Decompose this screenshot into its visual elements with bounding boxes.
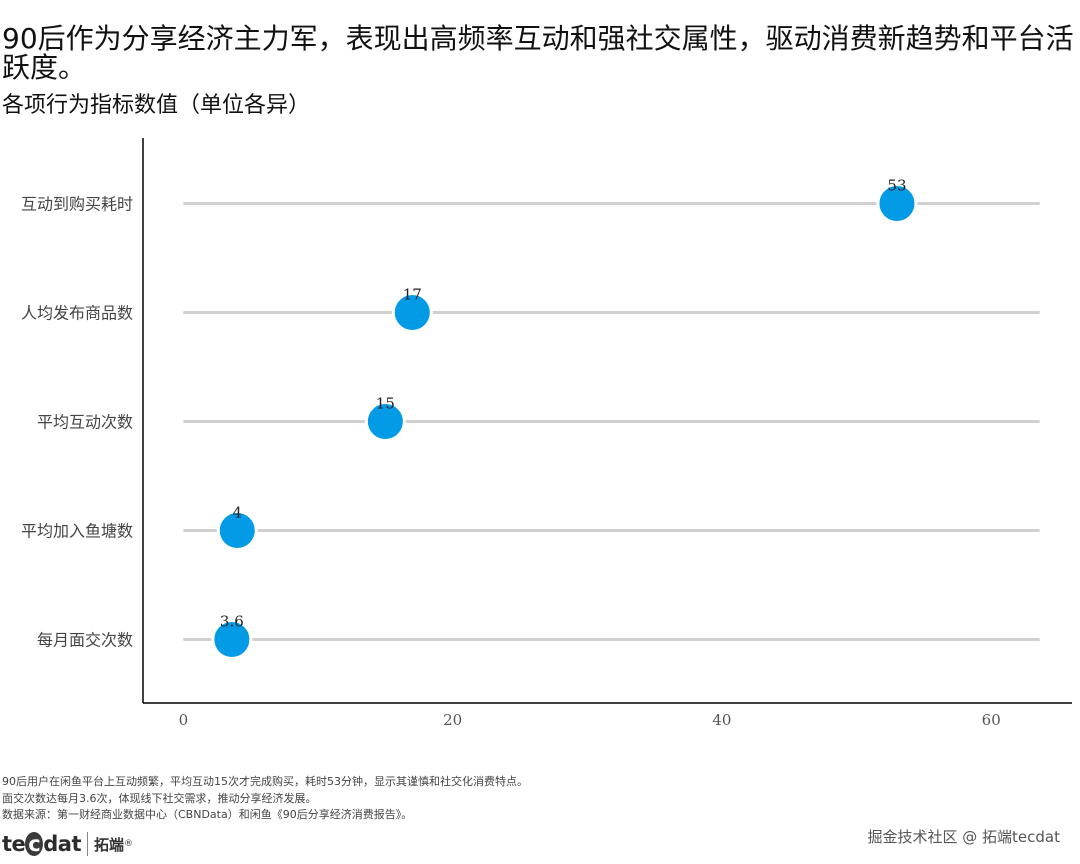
- points-layer: [211, 183, 918, 660]
- registered-mark: ®: [124, 839, 133, 849]
- footnote-line: 数据来源：第一财经商业数据中心（CBNData）和闲鱼《90后分享经济消费报告》…: [2, 808, 413, 821]
- brand-logo: te c dat 拓端 ®: [2, 828, 133, 860]
- x-tick-label: 40: [712, 711, 731, 729]
- logo-chinese-name: 拓端: [93, 835, 124, 854]
- y-tick-label: 每月面交次数: [37, 631, 133, 650]
- footnote-line: 90后用户在闲鱼平台上互动频繁，平均互动15次才完成购买，耗时53分钟，显示其谨…: [2, 775, 528, 788]
- data-point: [216, 510, 258, 551]
- x-tick-label: 60: [982, 711, 1001, 729]
- data-point: [364, 401, 406, 442]
- data-labels-layer: 53 17 15 4 3.6: [220, 177, 907, 631]
- y-tick-label: 平均互动次数: [37, 413, 133, 432]
- data-label: 17: [403, 286, 422, 304]
- stems-layer: [183, 202, 1040, 641]
- data-label: 4: [232, 504, 242, 522]
- y-tick-label: 人均发布商品数: [21, 304, 133, 323]
- data-label: 53: [887, 177, 906, 195]
- chart-title: 90后作为分享经济主力军，表现出高频率互动和强社交属性，驱动消费新趋势和平台活跃…: [2, 22, 1074, 84]
- data-point: [211, 619, 253, 660]
- chart-subtitle: 各项行为指标数值（单位各异）: [2, 93, 311, 118]
- x-tick-labels: 0 20 40 60: [179, 711, 1001, 729]
- data-point: [876, 183, 918, 224]
- logo-mark: te c dat: [2, 832, 81, 856]
- data-label: 15: [376, 395, 395, 413]
- footnote-line: 面交次数达每月3.6次，体现线下社交需求，推动分享经济发展。: [2, 791, 317, 805]
- y-tick-label: 平均加入鱼塘数: [21, 522, 133, 541]
- y-tick-label: 互动到购买耗时: [21, 195, 133, 214]
- footnotes: 90后用户在闲鱼平台上互动频繁，平均互动15次才完成购买，耗时53分钟，显示其谨…: [2, 774, 528, 824]
- watermark: 掘金技术社区 @ 拓端tecdat: [867, 828, 1061, 846]
- data-point: [391, 292, 433, 333]
- logo-divider: [86, 832, 88, 856]
- x-tick-label: 0: [179, 711, 189, 729]
- x-tick-label: 20: [443, 711, 462, 729]
- data-label: 3.6: [220, 613, 244, 631]
